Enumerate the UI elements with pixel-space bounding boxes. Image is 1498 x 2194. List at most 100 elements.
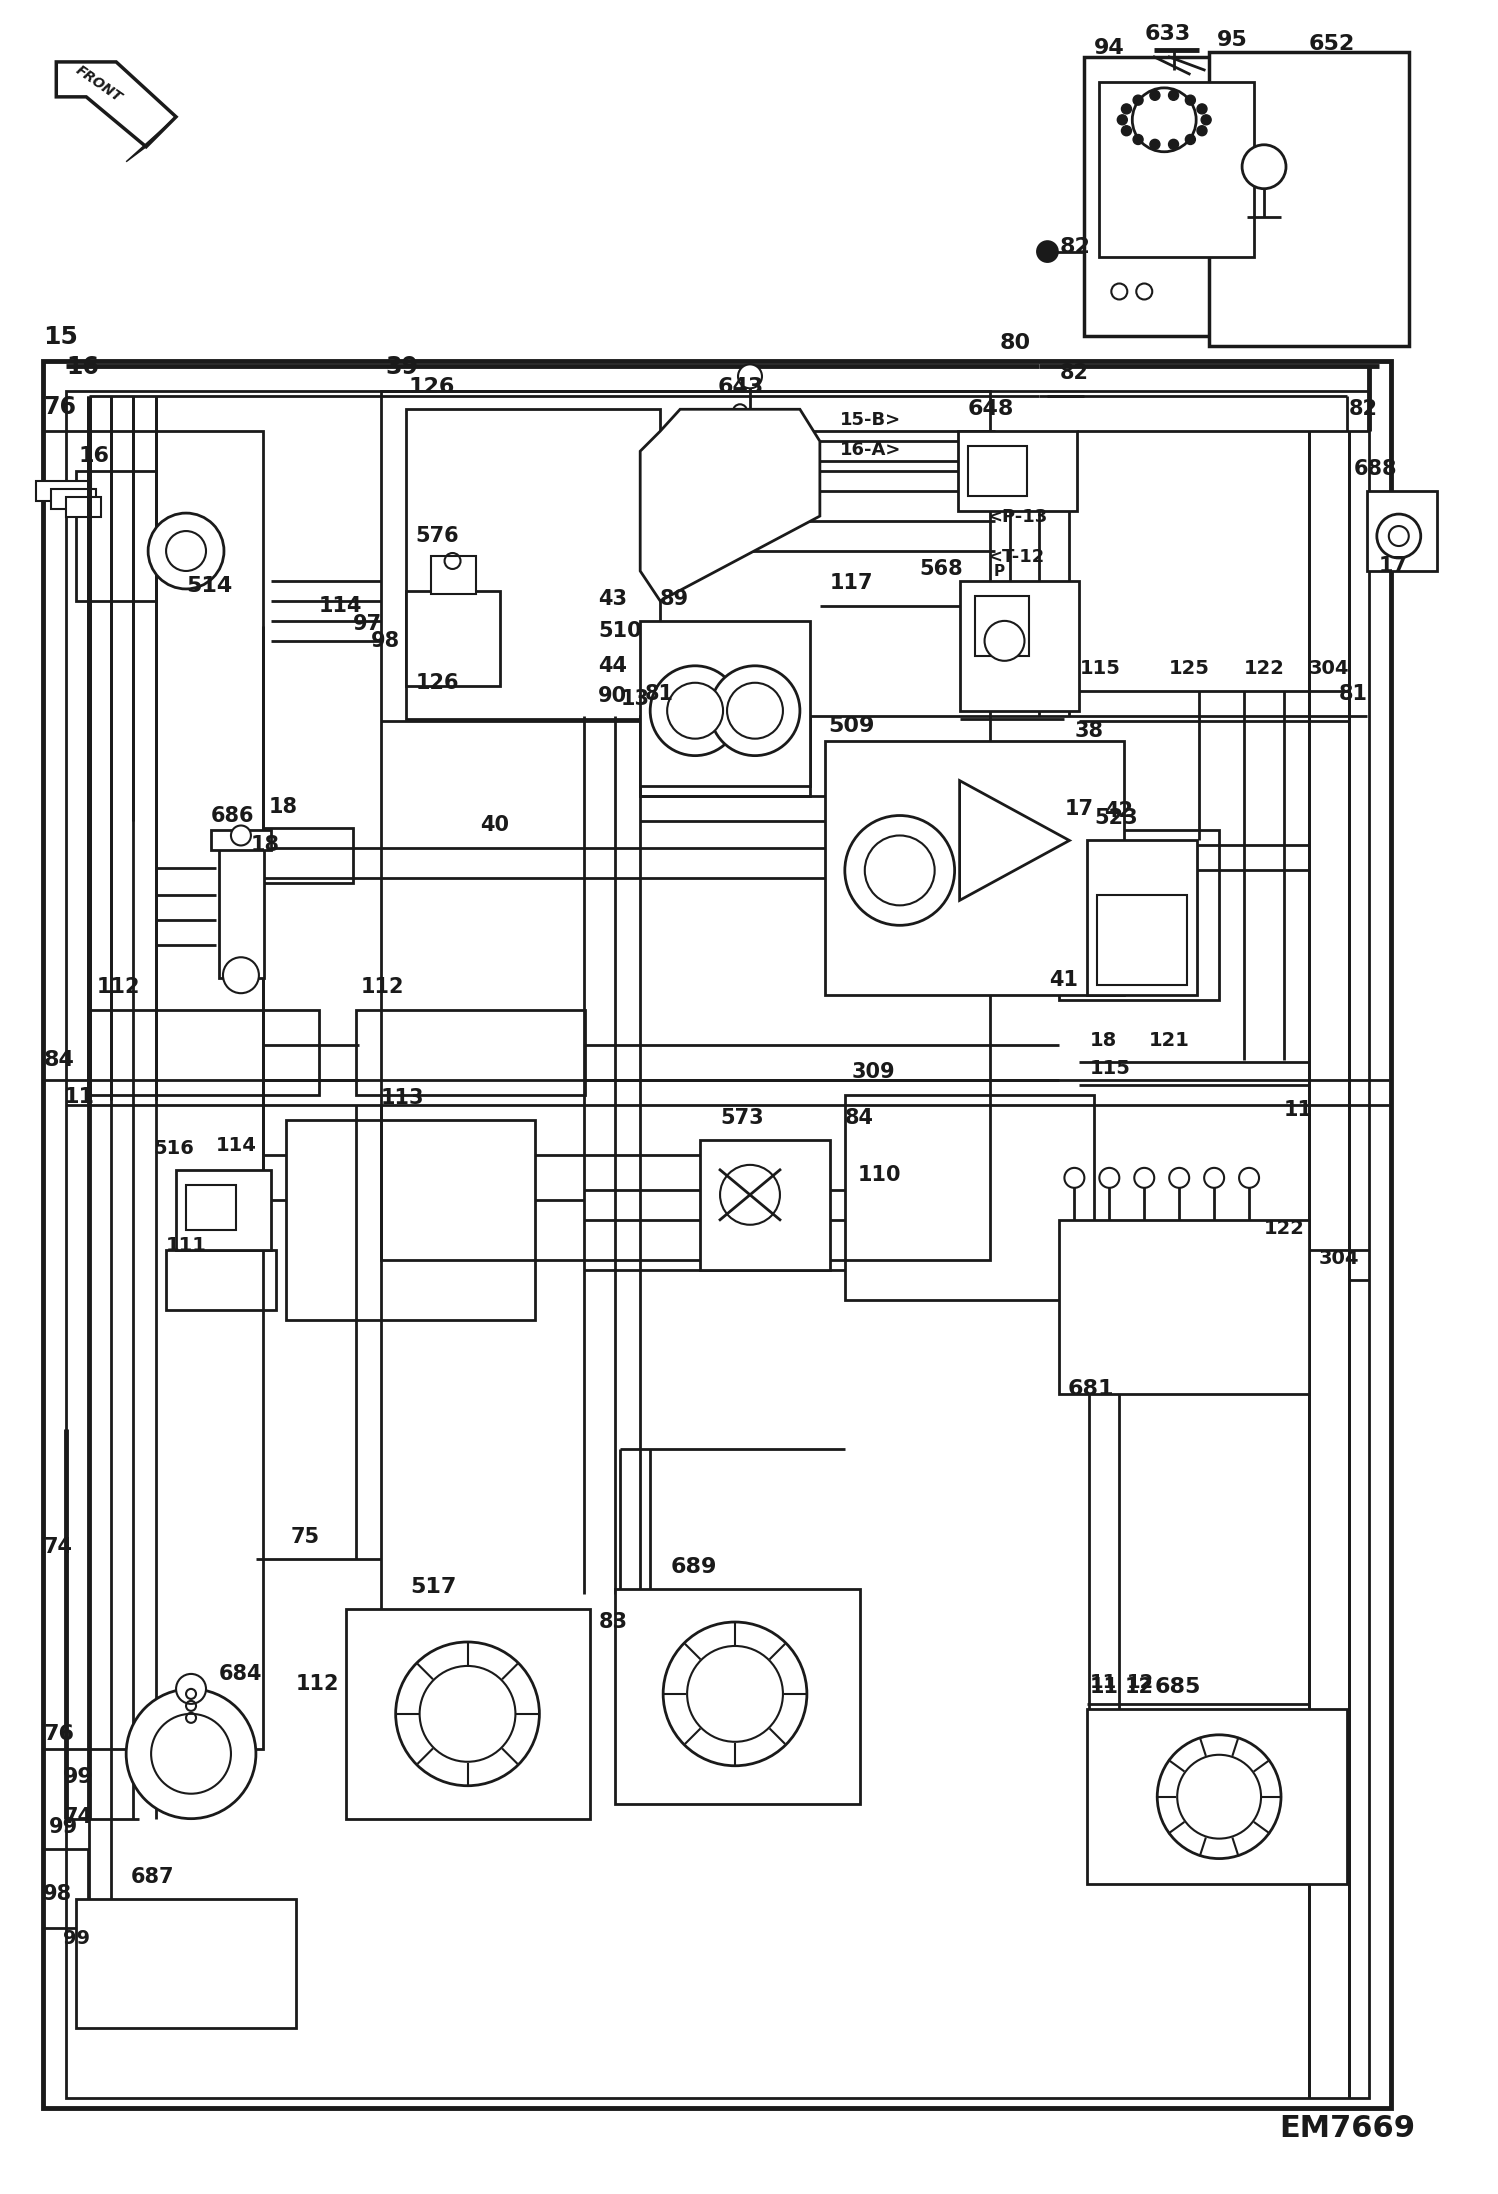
- Bar: [825, 742, 1125, 996]
- Bar: [186, 1185, 237, 1231]
- Bar: [616, 1588, 860, 1803]
- Text: 517: 517: [410, 1577, 457, 1597]
- Bar: [90, 1009, 319, 1095]
- Bar: [960, 581, 1080, 711]
- Circle shape: [1204, 1167, 1224, 1187]
- Bar: [1085, 57, 1314, 336]
- Circle shape: [1132, 94, 1143, 105]
- Text: 121: 121: [1149, 1031, 1189, 1051]
- Text: 11: 11: [63, 1086, 94, 1108]
- Text: 115: 115: [1089, 1060, 1131, 1077]
- Text: 304: 304: [1318, 1248, 1360, 1268]
- Text: 688: 688: [1354, 459, 1398, 478]
- Text: 126: 126: [409, 377, 455, 397]
- Bar: [640, 715, 810, 796]
- Polygon shape: [640, 410, 819, 601]
- Text: 686: 686: [211, 805, 255, 825]
- Text: 76: 76: [43, 1724, 75, 1744]
- Circle shape: [727, 682, 783, 739]
- Bar: [700, 1141, 830, 1270]
- Circle shape: [1170, 1167, 1189, 1187]
- Text: 12: 12: [1128, 1672, 1155, 1692]
- Text: 516: 516: [153, 1139, 193, 1158]
- Text: 514: 514: [186, 577, 232, 597]
- Circle shape: [395, 1641, 539, 1786]
- Text: 115: 115: [1080, 658, 1121, 678]
- Text: 39: 39: [385, 355, 418, 380]
- Circle shape: [864, 836, 935, 906]
- Text: 122: 122: [1243, 658, 1285, 678]
- Text: EM7669: EM7669: [1279, 2115, 1416, 2144]
- Text: 125: 125: [1170, 658, 1210, 678]
- Text: 576: 576: [415, 527, 460, 546]
- Bar: [166, 1251, 276, 1310]
- Text: 82: 82: [1059, 364, 1089, 384]
- Circle shape: [1242, 145, 1285, 189]
- Circle shape: [984, 621, 1025, 660]
- Circle shape: [1185, 134, 1195, 145]
- Text: 12: 12: [1125, 1676, 1153, 1696]
- Circle shape: [845, 816, 954, 926]
- Bar: [76, 1898, 295, 2027]
- Text: 112: 112: [361, 976, 404, 998]
- Circle shape: [223, 957, 259, 994]
- Text: 81: 81: [646, 685, 674, 704]
- Bar: [211, 832, 271, 851]
- Text: 568: 568: [920, 559, 963, 579]
- Text: 13: 13: [620, 689, 649, 709]
- Circle shape: [1177, 1755, 1261, 1839]
- Text: 43: 43: [598, 588, 628, 610]
- Text: 11: 11: [1089, 1672, 1116, 1692]
- Bar: [975, 597, 1029, 656]
- Bar: [286, 1119, 535, 1319]
- Circle shape: [1132, 88, 1197, 151]
- Text: <P-13: <P-13: [987, 509, 1047, 527]
- Text: 113: 113: [380, 1088, 424, 1108]
- Text: 84: 84: [43, 1051, 75, 1071]
- Text: 84: 84: [845, 1108, 873, 1128]
- Circle shape: [1158, 1735, 1281, 1858]
- Text: 11: 11: [1089, 1676, 1119, 1696]
- Text: 111: 111: [166, 1235, 207, 1255]
- Circle shape: [739, 364, 762, 388]
- Bar: [1088, 1709, 1347, 1882]
- Bar: [640, 621, 810, 785]
- Text: 89: 89: [661, 588, 689, 610]
- Circle shape: [166, 531, 207, 570]
- Bar: [346, 1608, 590, 1819]
- Polygon shape: [126, 116, 177, 162]
- Circle shape: [148, 513, 225, 588]
- Text: 17: 17: [1378, 555, 1408, 577]
- Text: 122: 122: [1264, 1218, 1305, 1237]
- Circle shape: [721, 1165, 780, 1224]
- Circle shape: [1150, 90, 1159, 101]
- Text: 82: 82: [1059, 237, 1091, 257]
- Circle shape: [1122, 125, 1131, 136]
- Text: 98: 98: [370, 632, 400, 652]
- Circle shape: [1132, 134, 1143, 145]
- Text: 38: 38: [1074, 720, 1104, 742]
- Text: 15: 15: [43, 325, 78, 349]
- Text: 16: 16: [78, 445, 109, 465]
- Text: 74: 74: [63, 1806, 93, 1828]
- Text: 40: 40: [481, 816, 509, 836]
- Text: 643: 643: [718, 377, 764, 397]
- Bar: [1098, 895, 1188, 985]
- Text: P: P: [993, 564, 1005, 579]
- Bar: [1088, 840, 1197, 996]
- Text: 573: 573: [721, 1108, 764, 1128]
- Circle shape: [1134, 1167, 1155, 1187]
- Text: 76: 76: [43, 395, 76, 419]
- Circle shape: [1197, 125, 1207, 136]
- Text: 99: 99: [63, 1929, 90, 1948]
- Circle shape: [1377, 513, 1420, 557]
- Circle shape: [664, 1621, 807, 1766]
- Circle shape: [177, 1674, 207, 1705]
- Circle shape: [688, 1646, 783, 1742]
- Bar: [406, 410, 661, 720]
- Circle shape: [667, 682, 724, 739]
- Text: 18: 18: [252, 836, 280, 856]
- Circle shape: [650, 665, 740, 755]
- Circle shape: [1100, 1167, 1119, 1187]
- Text: 15-B>: 15-B>: [840, 410, 900, 430]
